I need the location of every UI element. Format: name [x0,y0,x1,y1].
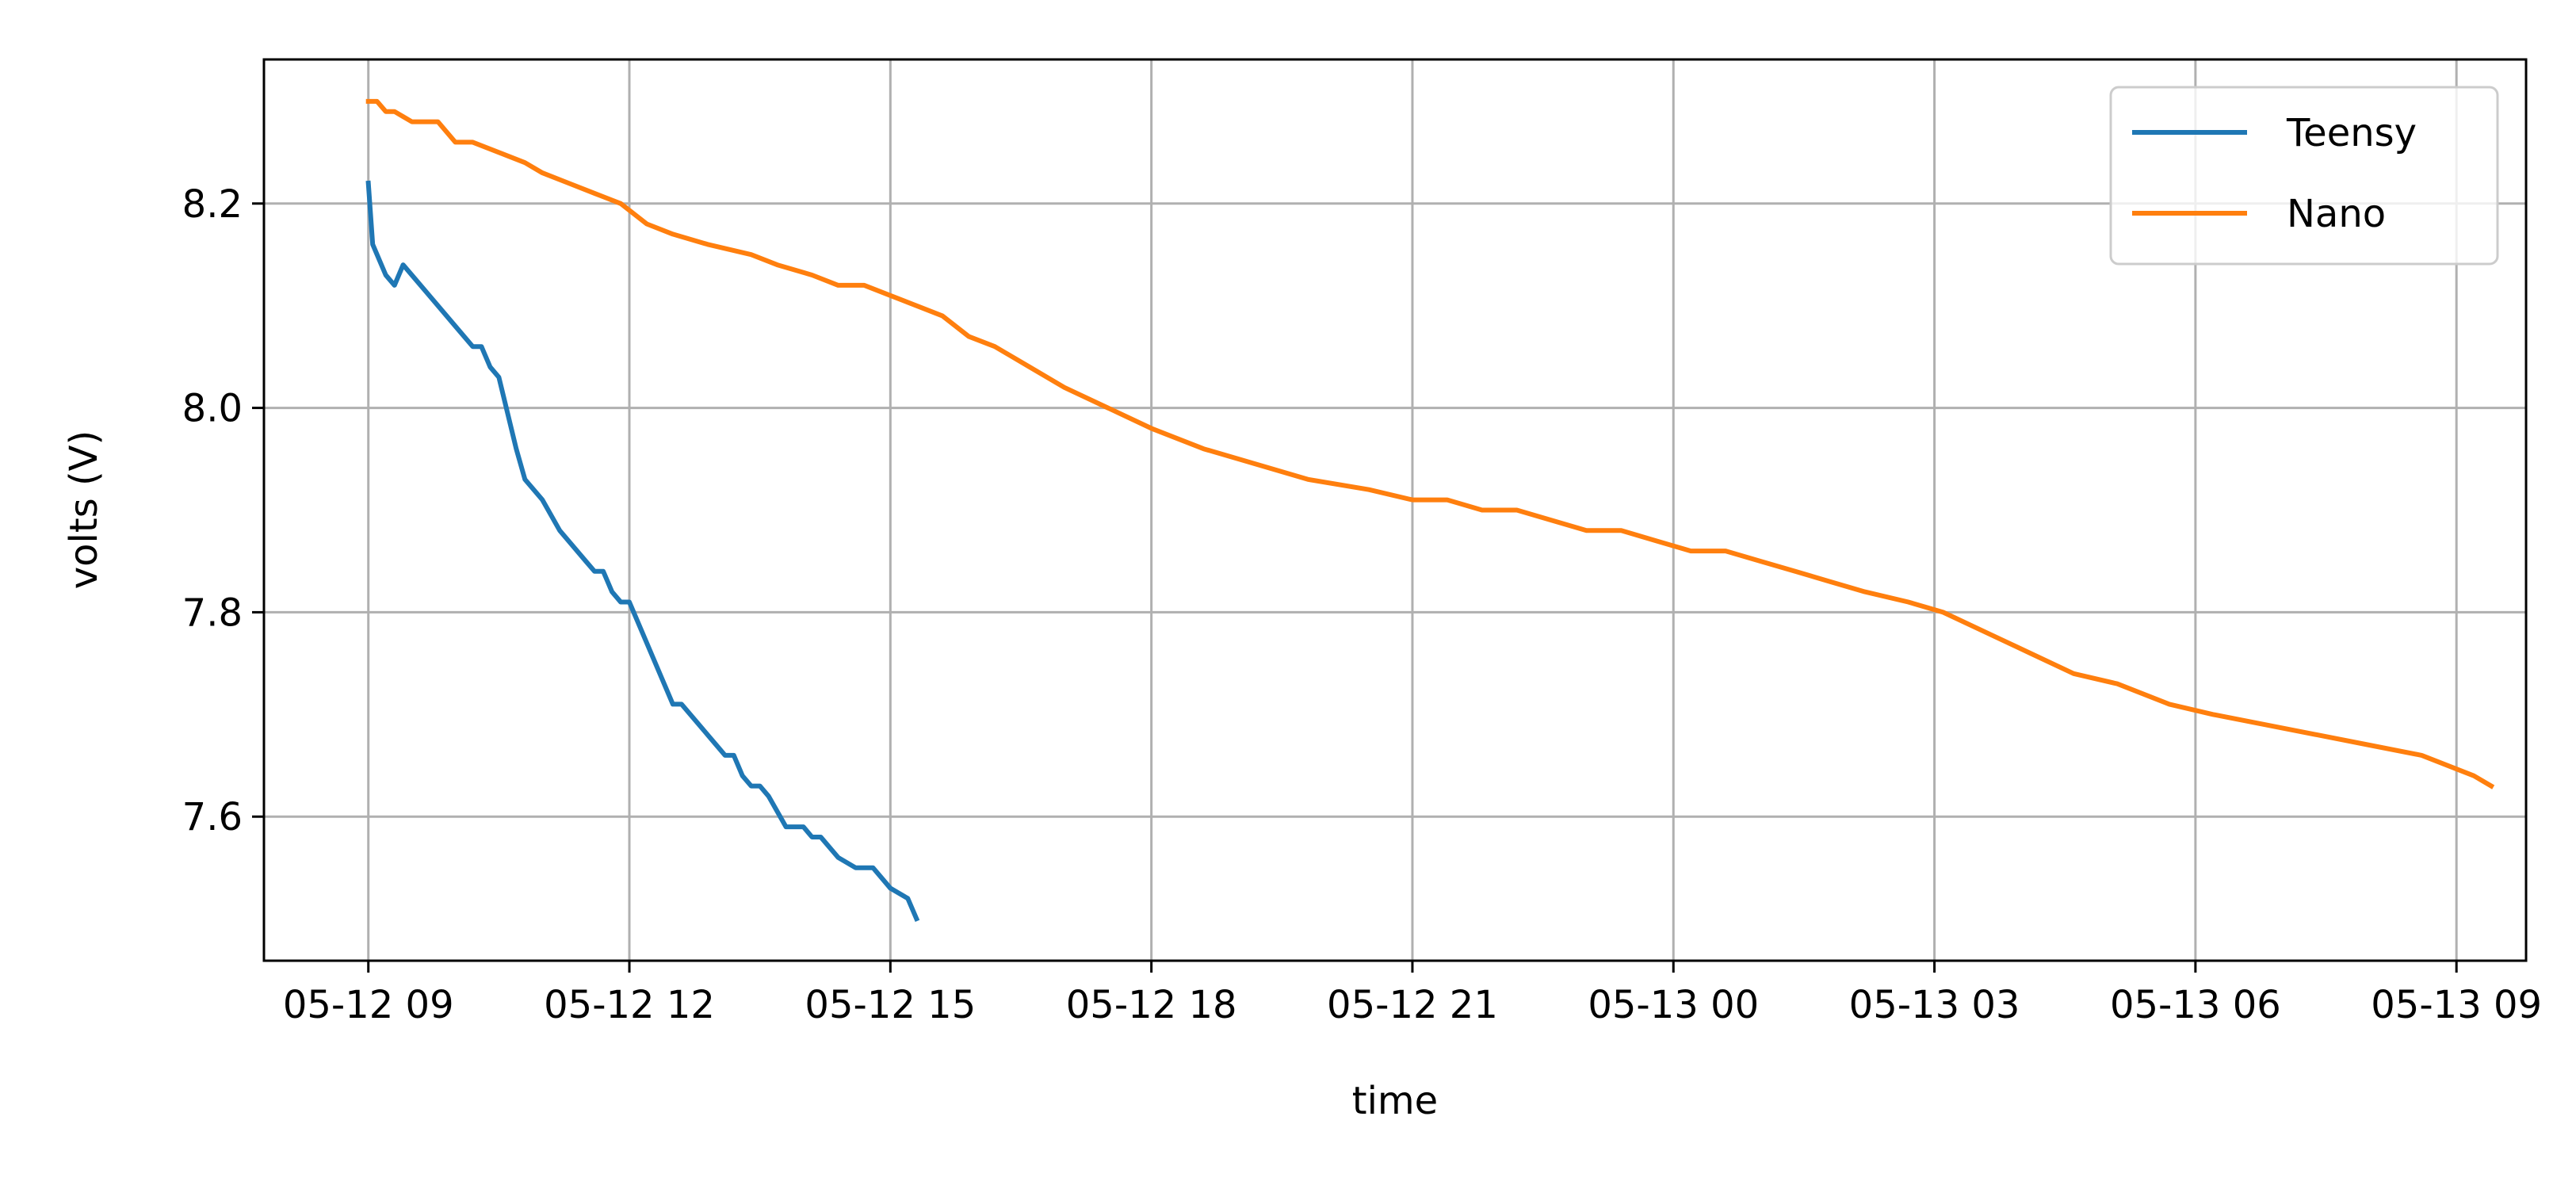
tick-labels: 05-12 09 05-12 12 05-12 15 05-12 18 05-12 21… [182,182,2542,1027]
series-line-nano [365,98,2495,789]
x-tick-label: 05-13 00 [1588,983,1759,1027]
y-tick-label: 7.6 [182,795,243,839]
plot-frame [262,58,2528,962]
legend-label-teensy: Teensy [2286,111,2417,155]
y-tick-label: 7.8 [182,591,243,635]
x-tick-label: 05-13 09 [2371,983,2542,1027]
legend: Teensy Nano [2109,86,2499,266]
y-tick-label: 8.0 [182,387,243,431]
x-tick-label: 05-12 21 [1327,983,1498,1027]
y-tick-label: 8.2 [182,182,243,227]
series-layer [365,98,2495,923]
x-tick-label: 05-13 06 [2110,983,2281,1027]
y-axis-label: volts (V) [62,430,106,589]
x-tick-label: 05-12 09 [283,983,454,1027]
series-line-teensy [365,180,920,923]
x-tick-label: 05-12 18 [1066,983,1237,1027]
x-tick-label: 05-13 03 [1849,983,2020,1027]
x-axis-label: time [1352,1079,1438,1123]
legend-label-nano: Nano [2287,192,2386,236]
x-tick-label: 05-12 15 [805,983,976,1027]
tick-marks [252,202,2458,973]
x-tick-label: 05-12 12 [544,983,715,1027]
